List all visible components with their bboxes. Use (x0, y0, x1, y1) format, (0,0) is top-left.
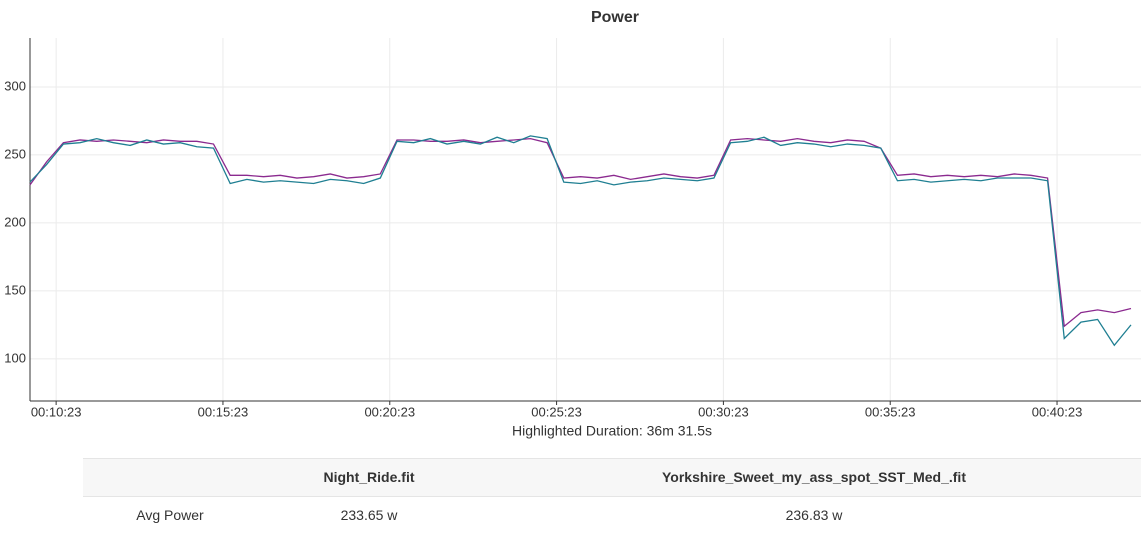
y-tick-label: 200 (4, 214, 26, 229)
y-tick-label: 150 (4, 282, 26, 297)
row-label: Avg Power (136, 507, 204, 523)
y-tick-label: 100 (4, 350, 26, 365)
x-tick-label: 00:15:23 (198, 404, 249, 419)
y-tick-label: 250 (4, 146, 26, 161)
line-series (29, 135, 1132, 347)
chart: Power Highlighted Duration: 36m 31.5s 10… (4, 9, 1141, 439)
x-tick-label: 00:30:23 (698, 404, 749, 419)
table-row: Avg Power 233.65 w 236.83 w (83, 497, 1141, 534)
cell: 233.65 w (340, 507, 398, 523)
line-series (29, 137, 1132, 328)
x-tick-label: 00:10:23 (31, 404, 82, 419)
x-tick-label: 00:40:23 (1032, 404, 1083, 419)
x-tick-label: 00:20:23 (364, 404, 415, 419)
x-tick-label: 00:25:23 (531, 404, 582, 419)
column-header: Night_Ride.fit (323, 469, 415, 485)
cell: 236.83 w (785, 507, 843, 523)
y-tick-label: 300 (4, 78, 26, 93)
annotation: Highlighted Duration: 36m 31.5s (512, 423, 712, 439)
column-header: Yorkshire_Sweet_my_ass_spot_SST_Med_.fit (662, 469, 966, 485)
x-tick-label: 00:35:23 (865, 404, 916, 419)
table-header: Night_Ride.fit Yorkshire_Sweet_my_ass_sp… (83, 458, 1141, 497)
table: Night_Ride.fit Yorkshire_Sweet_my_ass_sp… (83, 458, 1141, 534)
chart-title: Power (591, 9, 639, 26)
